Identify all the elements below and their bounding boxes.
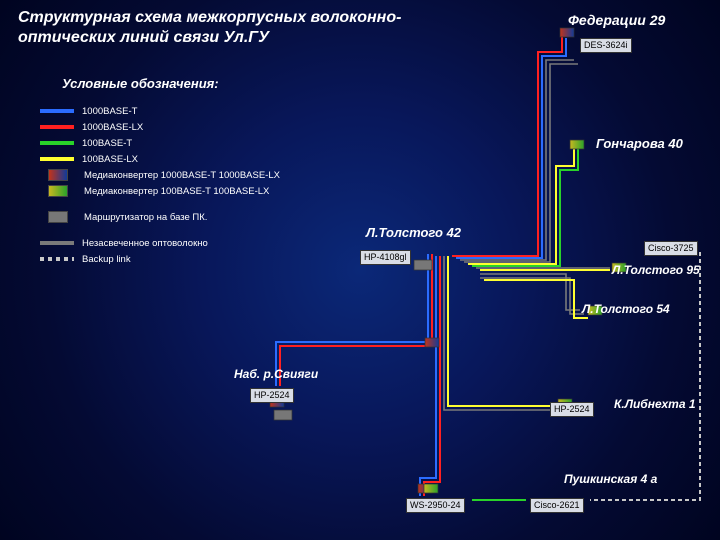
legend-label: 100BASE-LX [82, 154, 138, 165]
node-label: Л.Толстого 54 [582, 302, 670, 316]
legend-label: Незасвеченное оптоволокно [82, 238, 208, 249]
legend-item: 1000BASE-LX [40, 120, 280, 134]
node-label: Пушкинская 4 а [564, 472, 657, 486]
legend-label: Backup link [82, 254, 131, 265]
link-g100lx [468, 146, 574, 264]
legend: 1000BASE-T 1000BASE-LX 100BASE-T 100BASE-LX… [40, 102, 280, 268]
device-box: HP-4108gl [360, 250, 411, 265]
media-converter [570, 140, 584, 149]
link-unlit [480, 278, 584, 314]
legend-item: 100BASE-T [40, 136, 280, 150]
legend-label: 1000BASE-LX [82, 122, 143, 133]
node-label: Л.Толстого 42 [366, 225, 461, 240]
legend-item: Медиаконвертер 1000BASE-T 1000BASE-LX [40, 168, 280, 182]
node-label: Федерации 29 [568, 12, 665, 28]
legend-item: 1000BASE-T [40, 104, 280, 118]
legend-label: Медиаконвертер 1000BASE-T 1000BASE-LX [84, 170, 280, 181]
device-box: HP-2524 [550, 402, 594, 417]
node-label: Л.Толстого 95 [612, 263, 700, 277]
device-box: WS-2950-24 [406, 498, 465, 513]
node-label: Гончарова 40 [596, 136, 683, 151]
router-pc [414, 260, 432, 270]
legend-heading: Условные обозначения: [62, 76, 219, 91]
router-pc [274, 410, 292, 420]
diagram-stage: Структурная схема межкорпусных волоконно… [0, 0, 720, 540]
media-converter [424, 484, 438, 493]
device-box: HP-2524 [250, 388, 294, 403]
legend-label: 1000BASE-T [82, 106, 137, 117]
device-box: DES-3624i [580, 38, 632, 53]
legend-label: Медиаконвертер 100BASE-T 100BASE-LX [84, 186, 269, 197]
legend-item: Backup link [40, 252, 280, 266]
media-converter [425, 338, 439, 347]
diagram-title: Структурная схема межкорпусных волоконно… [18, 8, 418, 48]
device-box: Cisco-2621 [530, 498, 584, 513]
legend-label: Маршрутизатор на базе ПК. [84, 212, 207, 223]
legend-item: Медиаконвертер 100BASE-T 100BASE-LX [40, 184, 280, 198]
legend-item: 100BASE-LX [40, 152, 280, 166]
node-label: Наб. р.Свияги [234, 367, 318, 381]
link-g100lx [484, 280, 588, 318]
media-converter [560, 28, 574, 37]
legend-item: Незасвеченное оптоволокно [40, 236, 280, 250]
legend-item: Маршрутизатор на базе ПК. [40, 210, 280, 224]
link-backup [590, 252, 700, 500]
device-box: Cisco-3725 [644, 241, 698, 256]
legend-label: 100BASE-T [82, 138, 132, 149]
node-label: К.Либнехта 1 [614, 397, 696, 411]
